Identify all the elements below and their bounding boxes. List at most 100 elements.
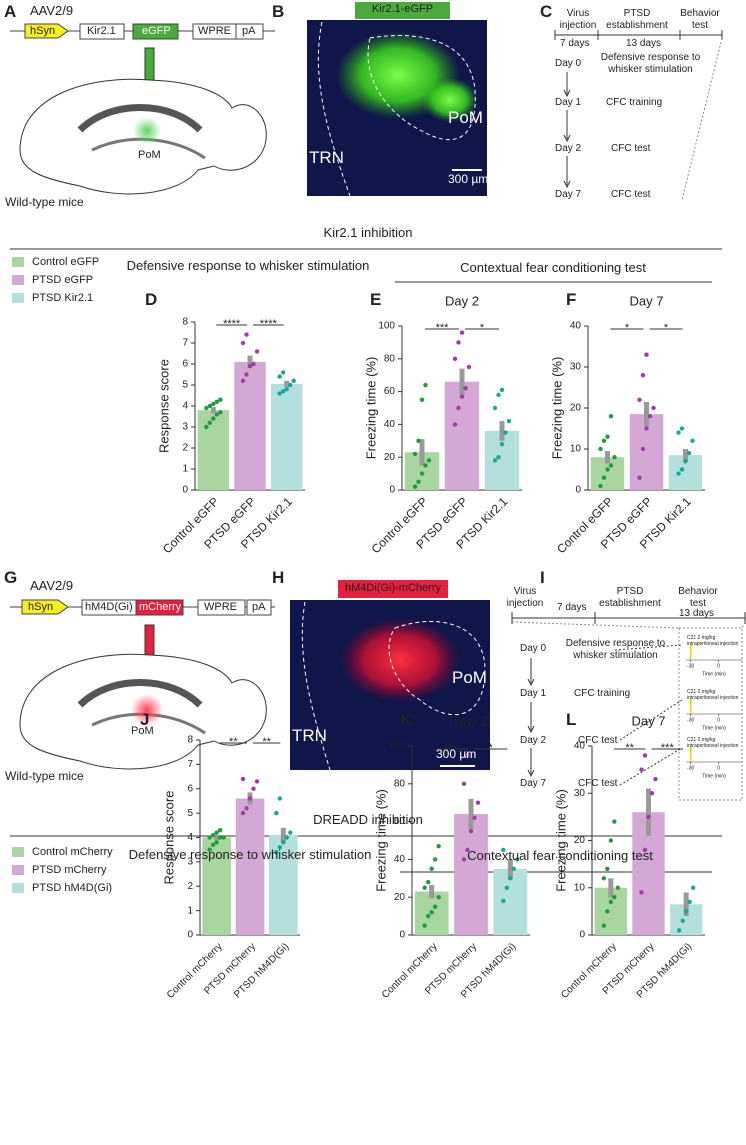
data-point <box>461 781 467 786</box>
section-title: Kir2.1 inhibition <box>323 225 413 240</box>
y-tick-label: 40 <box>394 854 406 865</box>
data-point <box>499 441 505 447</box>
data-point <box>452 422 458 427</box>
y-tick-label: 10 <box>570 444 582 455</box>
construct-part: hSyn <box>28 601 54 613</box>
data-point <box>244 332 249 337</box>
timeline-label: Behavior test <box>678 586 718 609</box>
legend-label: PTSD Kir2.1 <box>32 292 93 304</box>
data-point <box>680 918 685 924</box>
data-point <box>456 405 461 411</box>
y-tick-label: 8 <box>187 735 193 746</box>
data-point <box>251 361 256 367</box>
data-point <box>432 857 438 862</box>
data-point <box>452 356 458 361</box>
data-point <box>214 412 220 417</box>
timeline-label: Behavior test <box>680 8 720 31</box>
data-point <box>204 405 209 411</box>
vector: AAV2/9 <box>30 578 74 593</box>
data-point <box>277 391 282 396</box>
significance-label: **** <box>223 318 241 330</box>
bar <box>235 798 265 935</box>
construct-part: pA <box>252 601 266 613</box>
y-tick-label: 100 <box>388 741 405 752</box>
data-point <box>284 387 289 392</box>
micrograph-h <box>290 580 490 771</box>
significance-label: * <box>625 322 630 334</box>
bar <box>454 814 488 935</box>
data-point <box>214 840 219 845</box>
data-point <box>651 405 656 411</box>
data-point <box>601 876 607 881</box>
data-point <box>251 786 256 791</box>
y-tick-label: 20 <box>394 892 406 903</box>
bar <box>197 410 230 490</box>
data-point <box>432 904 438 909</box>
y-tick-label: 1 <box>187 905 193 916</box>
data-point <box>637 475 642 480</box>
inset-tick-label: 0 <box>717 663 720 669</box>
data-point <box>459 330 465 335</box>
data-point <box>287 382 293 388</box>
y-tick-label: 0 <box>187 930 193 941</box>
inset-note: C21 2 mg/kg intraperitoneal injection <box>687 689 739 701</box>
y-tick-label: 0 <box>399 930 405 941</box>
panel-label: F <box>566 290 577 309</box>
data-point <box>511 866 517 872</box>
significance-label: * <box>480 322 485 334</box>
inset-tick-label: -30 <box>687 765 694 771</box>
data-point <box>244 806 249 811</box>
y-tick-label: 2 <box>187 881 193 892</box>
data-point <box>277 374 282 379</box>
data-point <box>284 835 290 840</box>
panel-label: B <box>272 2 285 21</box>
region-label: PoM <box>448 108 483 127</box>
data-point <box>416 438 421 443</box>
data-point <box>436 843 441 849</box>
panel-label: I <box>540 568 545 587</box>
legend-swatch <box>12 257 24 267</box>
y-tick-label: 80 <box>384 353 396 364</box>
y-tick-label: 1 <box>182 464 188 475</box>
task: CFC test <box>611 143 651 154</box>
inset-tick-label: -30 <box>687 663 694 669</box>
data-point <box>221 835 226 840</box>
region-label: PoM <box>131 725 154 737</box>
day: Day 7 <box>555 189 582 200</box>
chart-title: Day 2 <box>454 713 488 728</box>
y-tick-label: 5 <box>182 380 188 391</box>
data-point <box>475 800 481 805</box>
data-point <box>280 389 286 394</box>
brain-a <box>19 47 267 195</box>
data-point <box>644 352 649 357</box>
legend-label: Control mCherry <box>32 846 113 858</box>
data-point <box>423 463 428 468</box>
legend-swatch <box>12 883 24 893</box>
data-point <box>466 364 472 370</box>
data-point <box>612 895 617 900</box>
animal-label: Wild-type mice <box>5 769 84 783</box>
animal-label: Wild-type mice <box>5 195 84 209</box>
y-tick-label: 0 <box>575 485 581 496</box>
legend-label: PTSD hM4D(Gi) <box>32 882 112 894</box>
data-point <box>210 842 216 848</box>
chart-title: Day 2 <box>445 293 479 308</box>
inset-tick-label: 0 <box>717 717 720 723</box>
construct-g <box>10 599 275 616</box>
data-point <box>649 791 655 796</box>
micrograph-b <box>307 2 487 197</box>
data-point <box>605 467 610 472</box>
y-tick-label: 4 <box>182 401 188 412</box>
y-tick-label: 20 <box>570 403 582 414</box>
data-point <box>492 458 498 463</box>
data-point <box>218 397 223 402</box>
data-point <box>214 830 219 835</box>
day: Day 7 <box>520 778 547 789</box>
data-point <box>608 463 614 468</box>
data-point <box>504 885 510 890</box>
timeline-label: PTSD establishment <box>599 586 661 609</box>
data-point <box>615 885 621 890</box>
significance-label: **** <box>260 318 278 330</box>
data-point <box>686 450 692 456</box>
data-point <box>214 399 220 404</box>
